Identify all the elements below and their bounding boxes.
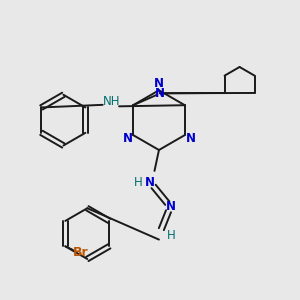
Text: H: H <box>134 176 143 189</box>
Text: H: H <box>167 229 175 242</box>
Text: N: N <box>166 200 176 213</box>
Text: N: N <box>154 77 164 90</box>
Text: Br: Br <box>73 246 89 259</box>
Text: N: N <box>122 132 132 145</box>
Text: NH: NH <box>103 95 120 108</box>
Text: N: N <box>185 132 196 145</box>
Text: N: N <box>155 87 165 100</box>
Text: N: N <box>145 176 155 189</box>
